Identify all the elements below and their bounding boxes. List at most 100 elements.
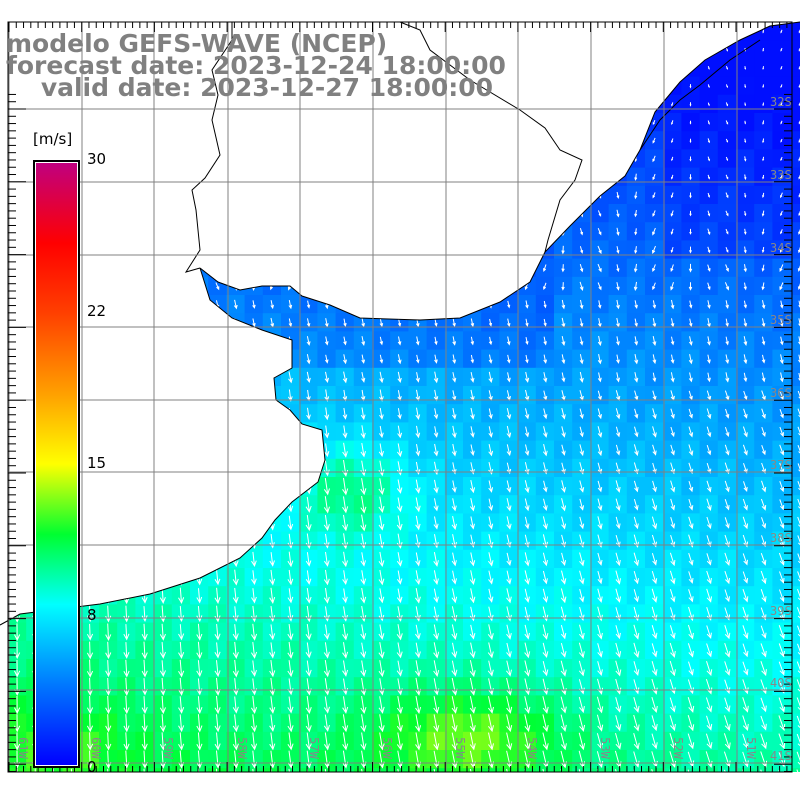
wind-arrow: [634, 173, 638, 181]
wind-arrow: [542, 516, 548, 530]
wind-cell: [117, 295, 136, 314]
wind-cell: [481, 240, 500, 260]
wind-cell: [626, 94, 646, 114]
wind-arrow: [434, 318, 438, 327]
wind-arrow: [251, 515, 257, 531]
wind-cell: [317, 258, 337, 278]
wind-cell: [463, 276, 482, 296]
wind-cell: [335, 204, 355, 223]
wind-arrow: [141, 696, 148, 714]
wind-cell: [317, 240, 337, 260]
wind-arrow: [288, 354, 293, 365]
wind-arrow: [524, 480, 530, 494]
wind-arrow: [142, 173, 146, 181]
wind-arrow: [250, 642, 258, 659]
wind-arrow: [452, 228, 456, 236]
wind-arrow: [379, 318, 384, 328]
wind-cell: [117, 313, 136, 332]
wind-cell: [572, 204, 591, 223]
wind-cell: [244, 477, 264, 496]
wind-cell: [171, 477, 191, 496]
wind-arrow: [579, 263, 584, 273]
wind-arrow: [306, 300, 311, 309]
wind-cell: [353, 768, 373, 772]
wind-arrow: [616, 246, 620, 254]
wind-arrow: [233, 425, 239, 439]
wind-arrow: [779, 481, 785, 493]
wind-arrow: [178, 587, 185, 605]
wind-cell: [372, 185, 391, 205]
wind-arrow: [324, 389, 330, 402]
wind-cell: [608, 131, 628, 150]
wind-arrow: [488, 336, 493, 346]
wind-arrow: [596, 733, 604, 750]
wind-cell: [790, 731, 800, 751]
wind-arrow: [87, 533, 93, 549]
wind-arrow: [360, 588, 367, 604]
wind-arrow: [579, 228, 584, 236]
wind-arrow: [688, 462, 694, 475]
wind-arrow: [197, 300, 202, 310]
wind-arrow: [634, 354, 639, 365]
wind-cell: [335, 240, 355, 260]
wind-arrow: [324, 407, 330, 421]
wind-arrow: [160, 479, 166, 494]
wind-arrow: [561, 65, 565, 71]
wind-arrow: [688, 498, 694, 511]
wind-cell: [80, 258, 100, 278]
wind-arrow: [216, 101, 219, 107]
wind-cell: [244, 331, 264, 351]
wind-cell: [117, 149, 136, 169]
latitude-label: 39S: [770, 604, 792, 618]
wind-arrow: [615, 498, 621, 512]
wind-arrow: [288, 228, 292, 236]
wind-arrow: [415, 425, 421, 439]
wind-cell: [80, 276, 100, 296]
wind-arrow: [142, 209, 147, 218]
wind-arrow: [160, 335, 166, 347]
wind-arrow: [743, 372, 748, 383]
wind-arrow: [323, 477, 330, 496]
wind-arrow: [343, 191, 347, 199]
wind-cell: [99, 768, 118, 772]
wind-arrow: [305, 696, 312, 715]
wind-cell: [244, 440, 264, 460]
wind-arrow: [615, 570, 621, 585]
wind-cell: [99, 131, 118, 150]
wind-cell: [8, 313, 27, 332]
wind-cell: [244, 167, 264, 187]
wind-arrow: [615, 660, 622, 677]
wind-arrow: [251, 407, 257, 420]
wind-cell: [608, 149, 628, 169]
wind-cell: [699, 40, 719, 59]
wind-arrow: [705, 697, 713, 713]
latitude-label: 32S: [770, 95, 792, 109]
wind-cell: [372, 276, 391, 296]
wind-cell: [244, 386, 264, 405]
wind-arrow: [542, 660, 549, 677]
wind-cell: [80, 404, 100, 423]
wind-arrow: [414, 642, 421, 659]
wind-arrow: [688, 516, 694, 530]
wind-arrow: [197, 281, 202, 292]
wind-arrow: [689, 192, 692, 199]
wind-arrow: [287, 479, 294, 495]
wind-arrow: [543, 354, 548, 364]
wind-cell: [117, 167, 136, 187]
longitude-label: 61W: [16, 737, 30, 759]
wind-cell: [281, 185, 300, 205]
wind-arrow: [305, 588, 312, 604]
wind-arrow: [506, 624, 512, 640]
wind-cell: [281, 131, 300, 150]
wind-arrow: [252, 336, 256, 346]
wind-cell: [790, 258, 800, 278]
wind-cell: [281, 258, 300, 278]
wind-arrow: [178, 714, 185, 733]
wind-arrow: [433, 371, 439, 384]
wind-arrow: [761, 517, 767, 529]
wind-cell: [535, 222, 555, 241]
wind-arrow: [652, 120, 656, 126]
wind-cell: [499, 113, 519, 132]
wind-arrow: [762, 120, 765, 125]
